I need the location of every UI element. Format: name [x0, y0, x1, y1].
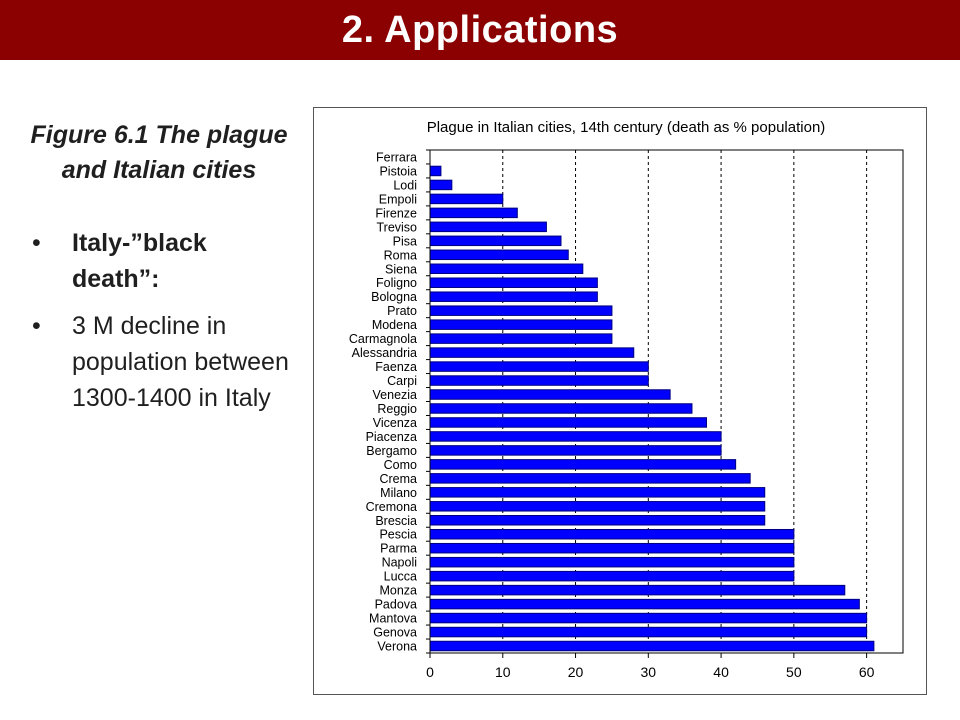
category-label: Bergamo — [366, 444, 417, 458]
category-label: Treviso — [376, 220, 417, 234]
slide-title: 2. Applications — [341, 8, 619, 51]
bar — [429, 487, 766, 498]
bar — [429, 193, 504, 205]
category-label: Cremona — [366, 500, 417, 514]
category-label: Pistoia — [379, 164, 417, 178]
category-label: Venezia — [373, 388, 418, 402]
category-label: Genova — [373, 626, 417, 640]
x-tick-label: 30 — [641, 664, 657, 680]
bullet-icon: • — [32, 311, 41, 340]
left-column: Figure 6.1 The plague and Italian cities… — [28, 118, 290, 416]
bar — [429, 570, 795, 582]
category-label: Como — [384, 458, 417, 472]
bar — [429, 612, 868, 624]
x-tick-label: 40 — [713, 664, 729, 680]
bar — [429, 375, 649, 386]
bar — [429, 403, 693, 414]
bar — [429, 235, 562, 247]
bar — [429, 445, 722, 456]
bar — [429, 165, 442, 177]
category-label: Mantova — [369, 612, 417, 626]
figure-caption: Figure 6.1 The plague and Italian cities — [30, 121, 288, 184]
category-label: Ferrara — [376, 150, 417, 164]
bar — [429, 221, 547, 233]
bar — [429, 640, 875, 652]
bullet-list: • Italy-”black death”: • 3 M decline in … — [28, 225, 290, 416]
category-label: Carmagnola — [349, 332, 417, 346]
bullet-item: • 3 M decline in population between 1300… — [28, 308, 290, 417]
bullet-text: Italy-”black death”: — [72, 229, 207, 294]
bar — [429, 528, 795, 540]
plague-bar-chart: Plague in Italian cities, 14th century (… — [349, 119, 904, 680]
category-label: Lucca — [384, 570, 417, 584]
category-label: Prato — [387, 304, 417, 318]
category-label: Foligno — [376, 276, 417, 290]
x-tick-label: 20 — [568, 664, 584, 680]
category-label: Crema — [379, 472, 417, 486]
category-label: Vicenza — [373, 416, 417, 430]
category-label: Empoli — [379, 192, 417, 206]
bar — [429, 305, 613, 316]
bar — [429, 333, 613, 344]
x-tick-label: 0 — [426, 664, 434, 680]
bullet-icon: • — [32, 229, 41, 257]
bar — [429, 179, 453, 191]
bar — [429, 431, 722, 442]
bar — [429, 277, 598, 288]
category-label: Firenze — [375, 206, 417, 220]
category-label: Alessandria — [352, 346, 417, 360]
category-label: Milano — [380, 486, 417, 500]
category-label: Modena — [372, 318, 417, 332]
bar — [429, 417, 708, 428]
category-label: Brescia — [375, 514, 417, 528]
bar — [429, 361, 649, 372]
category-label: Parma — [380, 542, 417, 556]
category-label: Carpi — [387, 374, 417, 388]
bullet-item: • Italy-”black death”: — [28, 225, 290, 298]
bar — [429, 584, 846, 596]
bar — [429, 291, 598, 302]
x-tick-label: 60 — [859, 664, 875, 680]
bar — [429, 556, 795, 568]
category-label: Bologna — [371, 290, 417, 304]
bar — [429, 626, 868, 638]
bar — [429, 598, 860, 610]
bullet-text: 3 M decline in population between 1300-1… — [72, 311, 289, 413]
bar — [429, 263, 584, 275]
category-label: Pisa — [393, 234, 417, 248]
chart-title: Plague in Italian cities, 14th century (… — [427, 119, 826, 136]
bar — [429, 501, 766, 512]
category-label: Lodi — [393, 178, 417, 192]
category-label: Pescia — [379, 528, 417, 542]
bar — [429, 473, 751, 484]
bar — [429, 389, 671, 400]
bar — [429, 459, 737, 470]
x-tick-label: 10 — [495, 664, 511, 680]
category-label: Napoli — [382, 556, 417, 570]
bar — [429, 249, 569, 261]
category-label: Verona — [377, 640, 417, 654]
bar — [429, 207, 518, 219]
bar — [429, 515, 766, 526]
category-label: Faenza — [375, 360, 417, 374]
chart-frame: Plague in Italian cities, 14th century (… — [313, 107, 927, 695]
category-label: Siena — [385, 262, 417, 276]
x-tick-label: 50 — [786, 664, 802, 680]
category-label: Reggio — [377, 402, 417, 416]
category-label: Padova — [375, 598, 417, 612]
category-label: Piacenza — [366, 430, 417, 444]
category-label: Monza — [379, 584, 417, 598]
bar — [429, 542, 795, 554]
bar — [429, 319, 613, 330]
category-label: Roma — [384, 248, 417, 262]
bar — [429, 347, 635, 358]
title-bar: 2. Applications — [0, 0, 960, 60]
